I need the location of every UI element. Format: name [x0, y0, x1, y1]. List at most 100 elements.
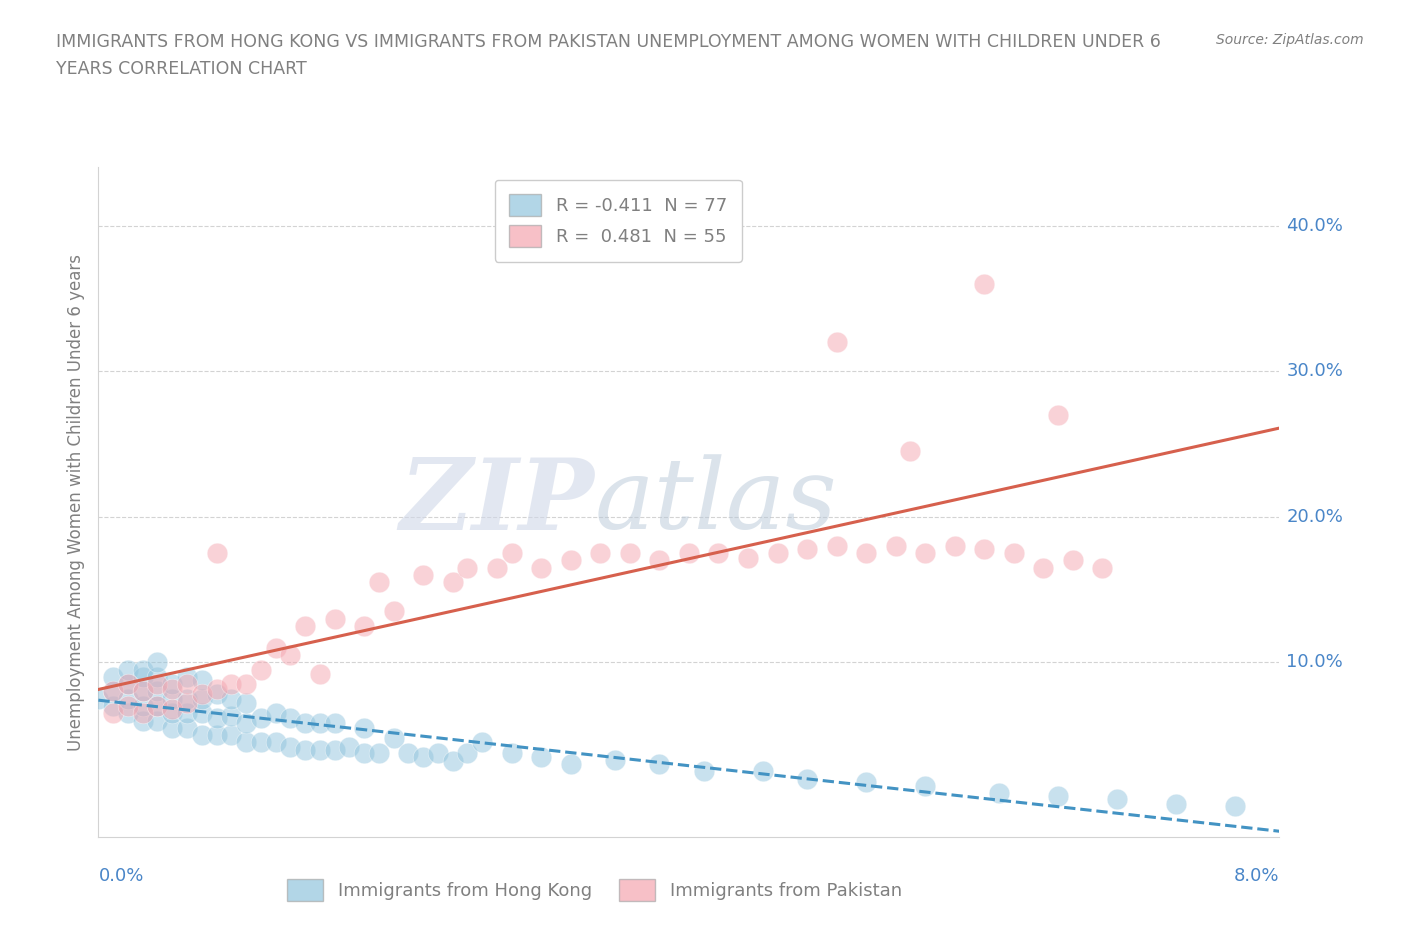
Point	[132, 662, 155, 677]
Point	[294, 716, 316, 731]
Point	[219, 691, 242, 706]
Point	[117, 698, 139, 713]
Point	[485, 560, 508, 575]
Point	[456, 560, 478, 575]
Point	[1002, 546, 1025, 561]
Point	[132, 684, 155, 698]
Point	[323, 716, 346, 731]
Point	[146, 670, 169, 684]
Point	[176, 677, 198, 692]
Point	[278, 739, 301, 754]
Point	[751, 764, 773, 779]
Text: Source: ZipAtlas.com: Source: ZipAtlas.com	[1216, 33, 1364, 46]
Point	[308, 667, 332, 682]
Point	[766, 546, 789, 561]
Point	[132, 698, 155, 713]
Point	[146, 713, 169, 728]
Point	[250, 711, 273, 725]
Point	[337, 739, 360, 754]
Point	[737, 550, 759, 565]
Point	[176, 670, 198, 684]
Text: YEARS CORRELATION CHART: YEARS CORRELATION CHART	[56, 60, 307, 78]
Point	[219, 727, 242, 742]
Point	[219, 709, 242, 724]
Point	[176, 706, 198, 721]
Point	[648, 553, 671, 568]
Point	[235, 696, 257, 711]
Point	[235, 716, 257, 731]
Text: atlas: atlas	[595, 455, 837, 550]
Point	[146, 698, 169, 713]
Point	[219, 677, 242, 692]
Point	[560, 553, 582, 568]
Point	[973, 276, 995, 291]
Point	[353, 745, 375, 760]
Point	[426, 745, 449, 760]
Point	[132, 706, 155, 721]
Point	[796, 771, 818, 786]
Point	[1046, 407, 1069, 422]
Point	[323, 742, 346, 757]
Point	[825, 335, 848, 350]
Point	[162, 681, 183, 696]
Point	[235, 735, 257, 750]
Point	[855, 775, 877, 790]
Point	[619, 546, 641, 561]
Point	[796, 541, 818, 556]
Point	[648, 757, 671, 772]
Point	[501, 745, 523, 760]
Point	[693, 764, 716, 779]
Point	[162, 701, 183, 716]
Point	[103, 684, 124, 698]
Point	[103, 670, 124, 684]
Point	[1046, 789, 1069, 804]
Point	[117, 677, 139, 692]
Point	[825, 538, 848, 553]
Point	[146, 684, 169, 698]
Point	[308, 716, 332, 731]
Text: 30.0%: 30.0%	[1286, 362, 1343, 380]
Point	[278, 647, 301, 662]
Point	[1105, 791, 1128, 806]
Point	[855, 546, 877, 561]
Point	[1032, 560, 1054, 575]
Point	[914, 546, 936, 561]
Point	[250, 662, 273, 677]
Point	[678, 546, 700, 561]
Point	[308, 742, 332, 757]
Point	[589, 546, 612, 561]
Point	[117, 691, 139, 706]
Text: 8.0%: 8.0%	[1234, 867, 1279, 884]
Point	[987, 786, 1010, 801]
Point	[205, 681, 228, 696]
Point	[560, 757, 582, 772]
Point	[1091, 560, 1114, 575]
Text: 10.0%: 10.0%	[1286, 653, 1343, 671]
Point	[132, 670, 155, 684]
Point	[382, 731, 405, 746]
Point	[264, 706, 287, 721]
Point	[132, 713, 155, 728]
Point	[176, 721, 198, 736]
Point	[294, 742, 316, 757]
Text: 0.0%: 0.0%	[98, 867, 143, 884]
Point	[294, 618, 316, 633]
Point	[914, 778, 936, 793]
Point	[264, 735, 287, 750]
Point	[323, 611, 346, 626]
Point	[441, 575, 464, 590]
Point	[205, 727, 228, 742]
Point	[191, 706, 214, 721]
Point	[205, 546, 228, 561]
Point	[441, 754, 464, 769]
Y-axis label: Unemployment Among Women with Children Under 6 years: Unemployment Among Women with Children U…	[66, 254, 84, 751]
Legend: Immigrants from Hong Kong, Immigrants from Pakistan: Immigrants from Hong Kong, Immigrants fr…	[280, 871, 908, 909]
Point	[162, 721, 183, 736]
Point	[191, 727, 214, 742]
Text: 40.0%: 40.0%	[1286, 217, 1343, 234]
Point	[605, 752, 627, 767]
Point	[264, 641, 287, 656]
Point	[146, 698, 169, 713]
Point	[367, 575, 389, 590]
Point	[382, 604, 405, 618]
